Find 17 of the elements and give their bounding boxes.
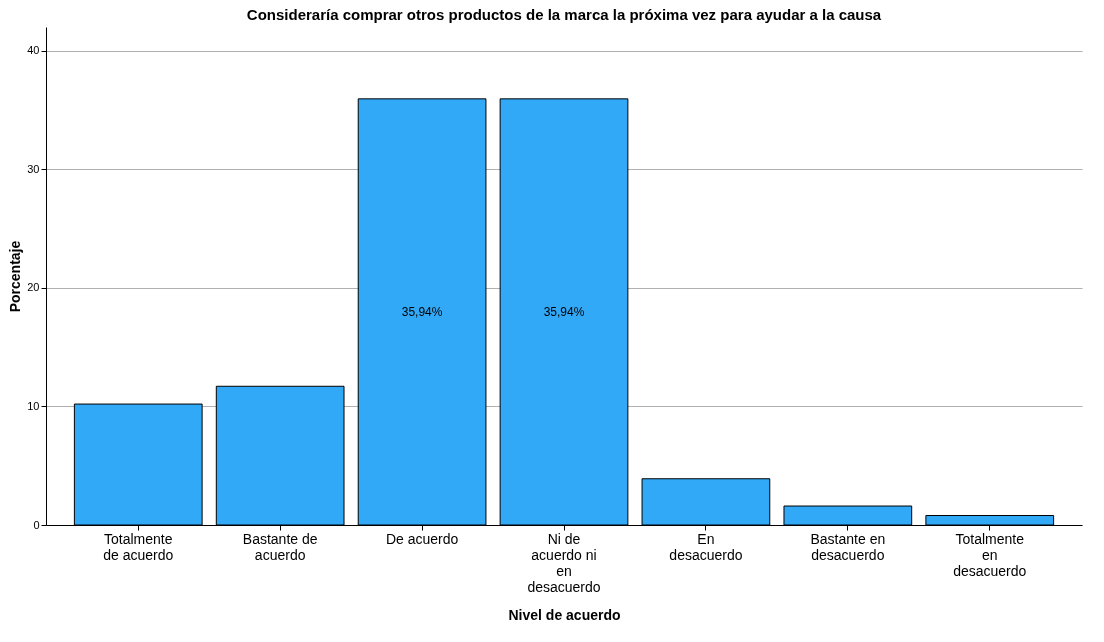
data-label: 35,94% bbox=[401, 304, 443, 319]
x-axis-title: Nivel de acuerdo bbox=[508, 606, 621, 623]
y-axis-title: Porcentaje bbox=[7, 240, 24, 313]
y-tick-label: 0 bbox=[33, 518, 40, 531]
x-tick-label: Totalmente de acuerdo bbox=[103, 530, 174, 563]
y-tick-label: 30 bbox=[27, 162, 40, 175]
x-tick-label: Totalmente en desacuerdo bbox=[953, 530, 1027, 579]
y-tick-label: 20 bbox=[27, 281, 40, 294]
chart-title: Consideraría comprar otros productos de la marca la próxima vez para ayudar a la causa bbox=[246, 6, 882, 23]
x-tick-label: Bastante en desacuerdo bbox=[810, 530, 886, 563]
y-tick-label: 40 bbox=[27, 44, 40, 57]
y-tick-label: 10 bbox=[27, 399, 40, 412]
x-tick-label: Bastante de acuerdo bbox=[242, 530, 318, 563]
x-tick-label: Ni de acuerdo ni en desacuerdo bbox=[527, 530, 601, 595]
x-tick-label: En desacuerdo bbox=[669, 530, 743, 563]
x-tick-label: De acuerdo bbox=[385, 530, 459, 547]
data-label: 35,94% bbox=[543, 304, 585, 319]
